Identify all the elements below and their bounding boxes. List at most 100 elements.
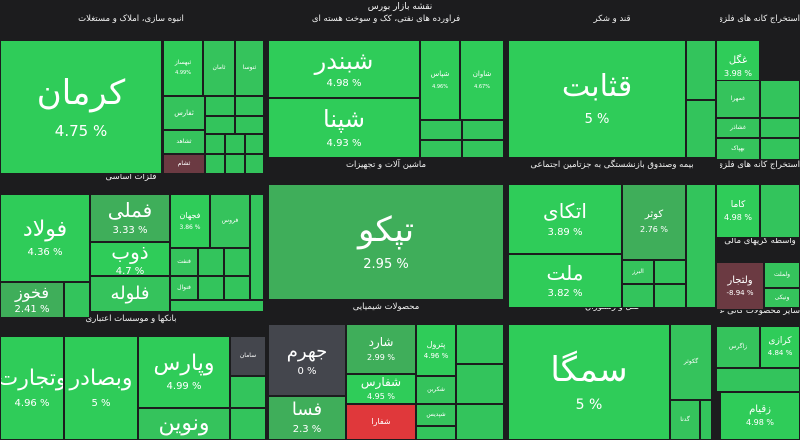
tile-فملی[interactable]: فملی 3.33 % [90,194,170,242]
small-tile[interactable] [456,364,504,404]
tile-شپدیس[interactable]: شپدیس [416,404,456,426]
tile-ثشام[interactable]: ثشام [163,154,205,174]
small-tile[interactable] [462,120,504,140]
small-tile[interactable] [225,134,245,154]
tile-فلوله[interactable]: فلوله [90,276,170,312]
small-tile[interactable] [230,408,266,440]
small-tile[interactable] [205,116,235,134]
small-tile[interactable] [224,276,250,300]
small-tile[interactable] [654,260,686,284]
tile-شبندر[interactable]: شبندر 4.98 % [268,40,420,98]
small-tile[interactable] [205,134,225,154]
tile-کوثر[interactable]: کوثر 2.76 % [622,184,686,260]
tile-ثبهساز[interactable]: ثبهساز 4.99% [163,40,203,96]
tile-ولتجار[interactable]: ولتجار -8.94 % [716,262,764,310]
small-tile[interactable] [64,282,90,318]
tile-change: -8.94 % [726,289,754,298]
tile-سمگا[interactable]: سمگا 5 % [508,324,670,440]
tile-شپاس[interactable]: شپاس 4.96% [420,40,460,120]
tile-شپنا[interactable]: شپنا 4.93 % [268,98,420,158]
tile-شفارا[interactable]: شفارا [346,404,416,440]
small-tile[interactable] [250,194,264,300]
tile-فروس[interactable]: فروس [210,194,250,248]
tile-ولملت[interactable]: ولملت [764,262,800,288]
small-tile[interactable] [205,154,225,174]
tile-فولاد[interactable]: فولاد 4.36 % [0,194,90,282]
tile-symbol: شارد [368,334,394,349]
tile-ثشاهد[interactable]: ثشاهد [163,130,205,154]
small-tile[interactable] [225,154,245,174]
small-tile[interactable] [760,184,800,238]
tile-فنوال[interactable]: فنوال [170,276,198,300]
small-tile[interactable] [716,368,800,392]
small-tile[interactable] [235,96,264,116]
tile-زقیام[interactable]: زقیام 4.98 % [720,392,800,440]
small-tile[interactable] [686,184,716,308]
small-tile[interactable] [456,324,504,364]
tile-وبصادر[interactable]: وبصادر 5 % [64,336,138,440]
small-tile[interactable] [205,96,235,116]
small-tile[interactable] [230,376,266,408]
tile-symbol: کرمان [36,73,126,114]
tile-ونوین[interactable]: ونوین [138,408,230,440]
sector-label-s11: محصولات شیمیایی [352,302,420,312]
small-tile[interactable] [416,426,456,440]
tile-فسا[interactable]: فسا 2.3 % [268,396,346,440]
tile-پترول[interactable]: پترول 4.96 % [416,324,456,376]
small-tile[interactable] [686,40,716,100]
small-tile[interactable] [170,300,264,312]
tile-کرمان[interactable]: کرمان 4.75 % [0,40,162,174]
tile-change: 5 % [584,111,610,127]
small-tile[interactable] [456,404,504,440]
small-tile[interactable] [245,154,264,174]
small-tile[interactable] [760,138,800,160]
small-tile[interactable] [224,248,250,276]
tile-ونیکی[interactable]: ونیکی [764,288,800,308]
small-tile[interactable] [760,80,800,118]
tile-فجهان[interactable]: فجهان 3.86 % [170,194,210,248]
small-tile[interactable] [235,116,264,134]
tile-وتجارت[interactable]: وتجارت 4.96 % [0,336,64,440]
small-tile[interactable] [462,140,504,158]
tile-البرز[interactable]: البرز [622,260,654,284]
tile-فخوز[interactable]: فخوز 2.41 % [0,282,64,318]
tile-ملت[interactable]: ملت 3.82 % [508,254,622,308]
tile-شفارس[interactable]: شفارس 4.95 % [346,374,416,404]
tile-ثفارس[interactable]: ثفارس [163,96,205,130]
tile-وپارس[interactable]: وپارس 4.99 % [138,336,230,408]
small-tile[interactable] [420,120,462,140]
tile-ثامان[interactable]: ثامان [203,40,235,96]
small-tile[interactable] [686,100,716,158]
small-tile[interactable] [760,118,800,138]
small-tile[interactable] [198,276,224,300]
small-tile[interactable] [700,400,712,440]
small-tile[interactable] [245,134,264,154]
tile-شکربن[interactable]: شکربن [416,376,456,404]
tile-جهرم[interactable]: جهرم 0 % [268,324,346,396]
tile-غشاذر[interactable]: غشاذر [716,118,760,138]
tile-بهپاک[interactable]: بهپاک [716,138,760,160]
tile-شاوان[interactable]: شاوان 4.67% [460,40,504,120]
tile-اتکای[interactable]: اتکای 3.89 % [508,184,622,254]
tile-symbol: زقیام [749,403,771,415]
tile-زاگرس[interactable]: زاگرس [716,326,760,368]
small-tile[interactable] [654,284,686,308]
tile-فنفت[interactable]: فنفت [170,248,198,276]
tile-سامان[interactable]: سامان [230,336,266,376]
tile-قثابت[interactable]: قثابت 5 % [508,40,686,158]
tile-کاما[interactable]: کاما 4.98 % [716,184,760,238]
small-tile[interactable] [622,284,654,308]
tile-change: 2.41 % [14,304,50,316]
small-tile[interactable] [198,248,224,276]
tile-ثنوسا[interactable]: ثنوسا [235,40,264,96]
tile-symbol: فلوله [110,282,150,304]
tile-کرازی[interactable]: کرازی 4.84 % [760,326,800,368]
tile-شارد[interactable]: شارد 2.99 % [346,324,416,374]
tile-ذوب[interactable]: ذوب 4.7 % [90,242,170,276]
small-tile[interactable] [420,140,462,158]
tile-symbol: گدنا [680,415,690,423]
tile-گکوثر[interactable]: گکوثر [670,324,712,400]
tile-غمهرا[interactable]: غمهرا [716,80,760,118]
tile-تپکو[interactable]: تپکو 2.95 % [268,184,504,300]
tile-گدنا[interactable]: گدنا [670,400,700,440]
